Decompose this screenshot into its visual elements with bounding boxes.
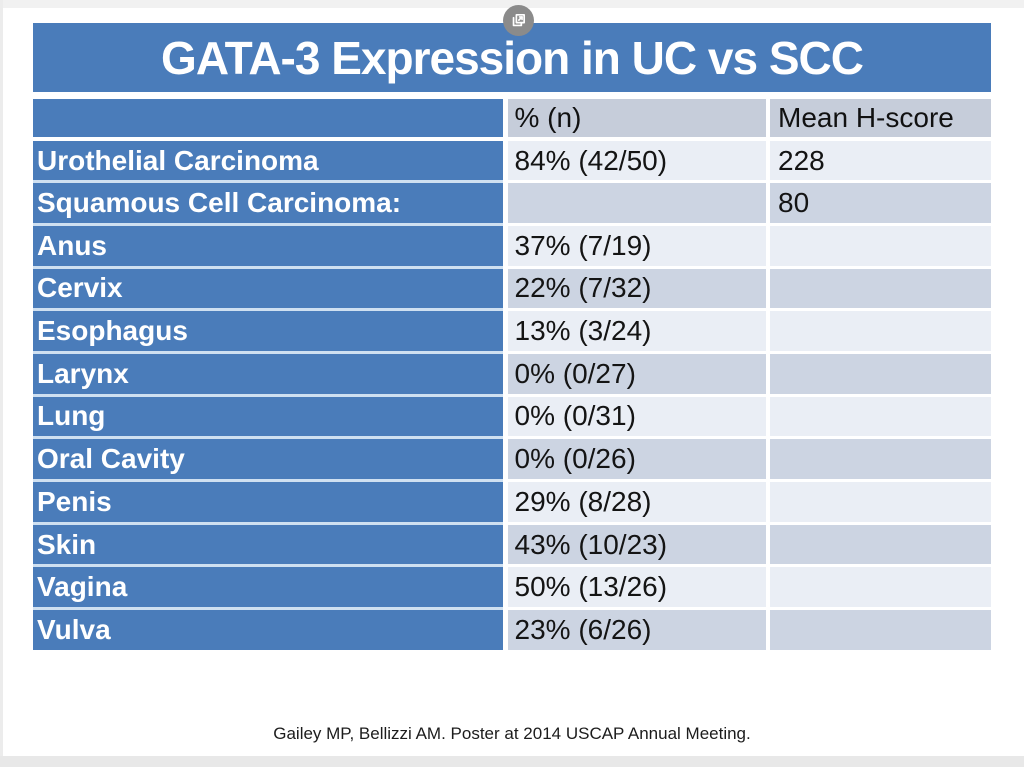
pct-n-cell: 0% (0/31) [505, 395, 770, 440]
expand-button[interactable] [503, 5, 534, 36]
citation: Gailey MP, Bellizzi AM. Poster at 2014 U… [273, 724, 751, 743]
h-score-cell [768, 395, 991, 440]
h-score-cell [768, 480, 991, 525]
frame-strip-left [0, 0, 3, 767]
h-score-cell: 80 [768, 181, 991, 226]
h-score-cell [768, 352, 991, 397]
table-row: Lung 0% (0/31) [33, 395, 991, 440]
h-score-cell: 228 [768, 139, 991, 184]
row-label: Anus [33, 224, 508, 269]
table-row: Skin 43% (10/23) [33, 523, 991, 568]
table-row: Vulva 23% (6/26) [33, 608, 991, 653]
pct-n-cell: 50% (13/26) [505, 565, 770, 611]
frame-strip-bottom [0, 756, 1024, 767]
expression-table: % (n) Mean H-score Urothelial Carcinoma … [33, 99, 991, 653]
col-header-mean-h-score: Mean H-score [768, 99, 991, 141]
col-header-pct-n: % (n) [505, 99, 770, 141]
pct-n-cell: 29% (8/28) [505, 480, 770, 525]
table-row: Squamous Cell Carcinoma: 80 [33, 181, 991, 226]
row-label: Skin [33, 523, 508, 568]
table-header-row: % (n) Mean H-score [33, 99, 991, 141]
row-label: Esophagus [33, 309, 508, 354]
slide-title: GATA-3 Expression in UC vs SCC [161, 31, 864, 84]
h-score-cell [768, 437, 991, 482]
pct-n-cell: 37% (7/19) [505, 224, 770, 269]
h-score-cell [768, 267, 991, 312]
table-row: Esophagus 13% (3/24) [33, 309, 991, 354]
pct-n-cell [505, 181, 770, 226]
table-row: Urothelial Carcinoma 84% (42/50) 228 [33, 139, 991, 184]
col-header-blank [33, 99, 508, 141]
row-label: Squamous Cell Carcinoma: [33, 181, 508, 226]
slide-title-bar: GATA-3 Expression in UC vs SCC [33, 23, 991, 92]
pct-n-cell: 23% (6/26) [505, 608, 770, 653]
row-label: Larynx [33, 352, 508, 397]
pct-n-cell: 0% (0/26) [505, 437, 770, 482]
pct-n-cell: 43% (10/23) [505, 523, 770, 568]
row-label: Vulva [33, 608, 508, 653]
row-label: Urothelial Carcinoma [33, 139, 508, 184]
h-score-cell [768, 224, 991, 269]
h-score-cell [768, 565, 991, 611]
table-row: Larynx 0% (0/27) [33, 352, 991, 397]
row-label: Penis [33, 480, 508, 525]
h-score-cell [768, 523, 991, 568]
table-row: Vagina 50% (13/26) [33, 565, 991, 611]
table-row: Anus 37% (7/19) [33, 224, 991, 269]
table-row: Penis 29% (8/28) [33, 480, 991, 525]
h-score-cell [768, 608, 991, 653]
row-label: Lung [33, 395, 508, 440]
row-label: Cervix [33, 267, 508, 312]
pct-n-cell: 22% (7/32) [505, 267, 770, 312]
row-label: Vagina [33, 565, 508, 611]
pct-n-cell: 13% (3/24) [505, 309, 770, 354]
open-in-new-icon [510, 12, 527, 29]
row-label: Oral Cavity [33, 437, 508, 482]
table-row: Oral Cavity 0% (0/26) [33, 437, 991, 482]
table-row: Cervix 22% (7/32) [33, 267, 991, 312]
frame-strip-top [0, 0, 1024, 8]
h-score-cell [768, 309, 991, 354]
pct-n-cell: 0% (0/27) [505, 352, 770, 397]
pct-n-cell: 84% (42/50) [505, 139, 770, 184]
